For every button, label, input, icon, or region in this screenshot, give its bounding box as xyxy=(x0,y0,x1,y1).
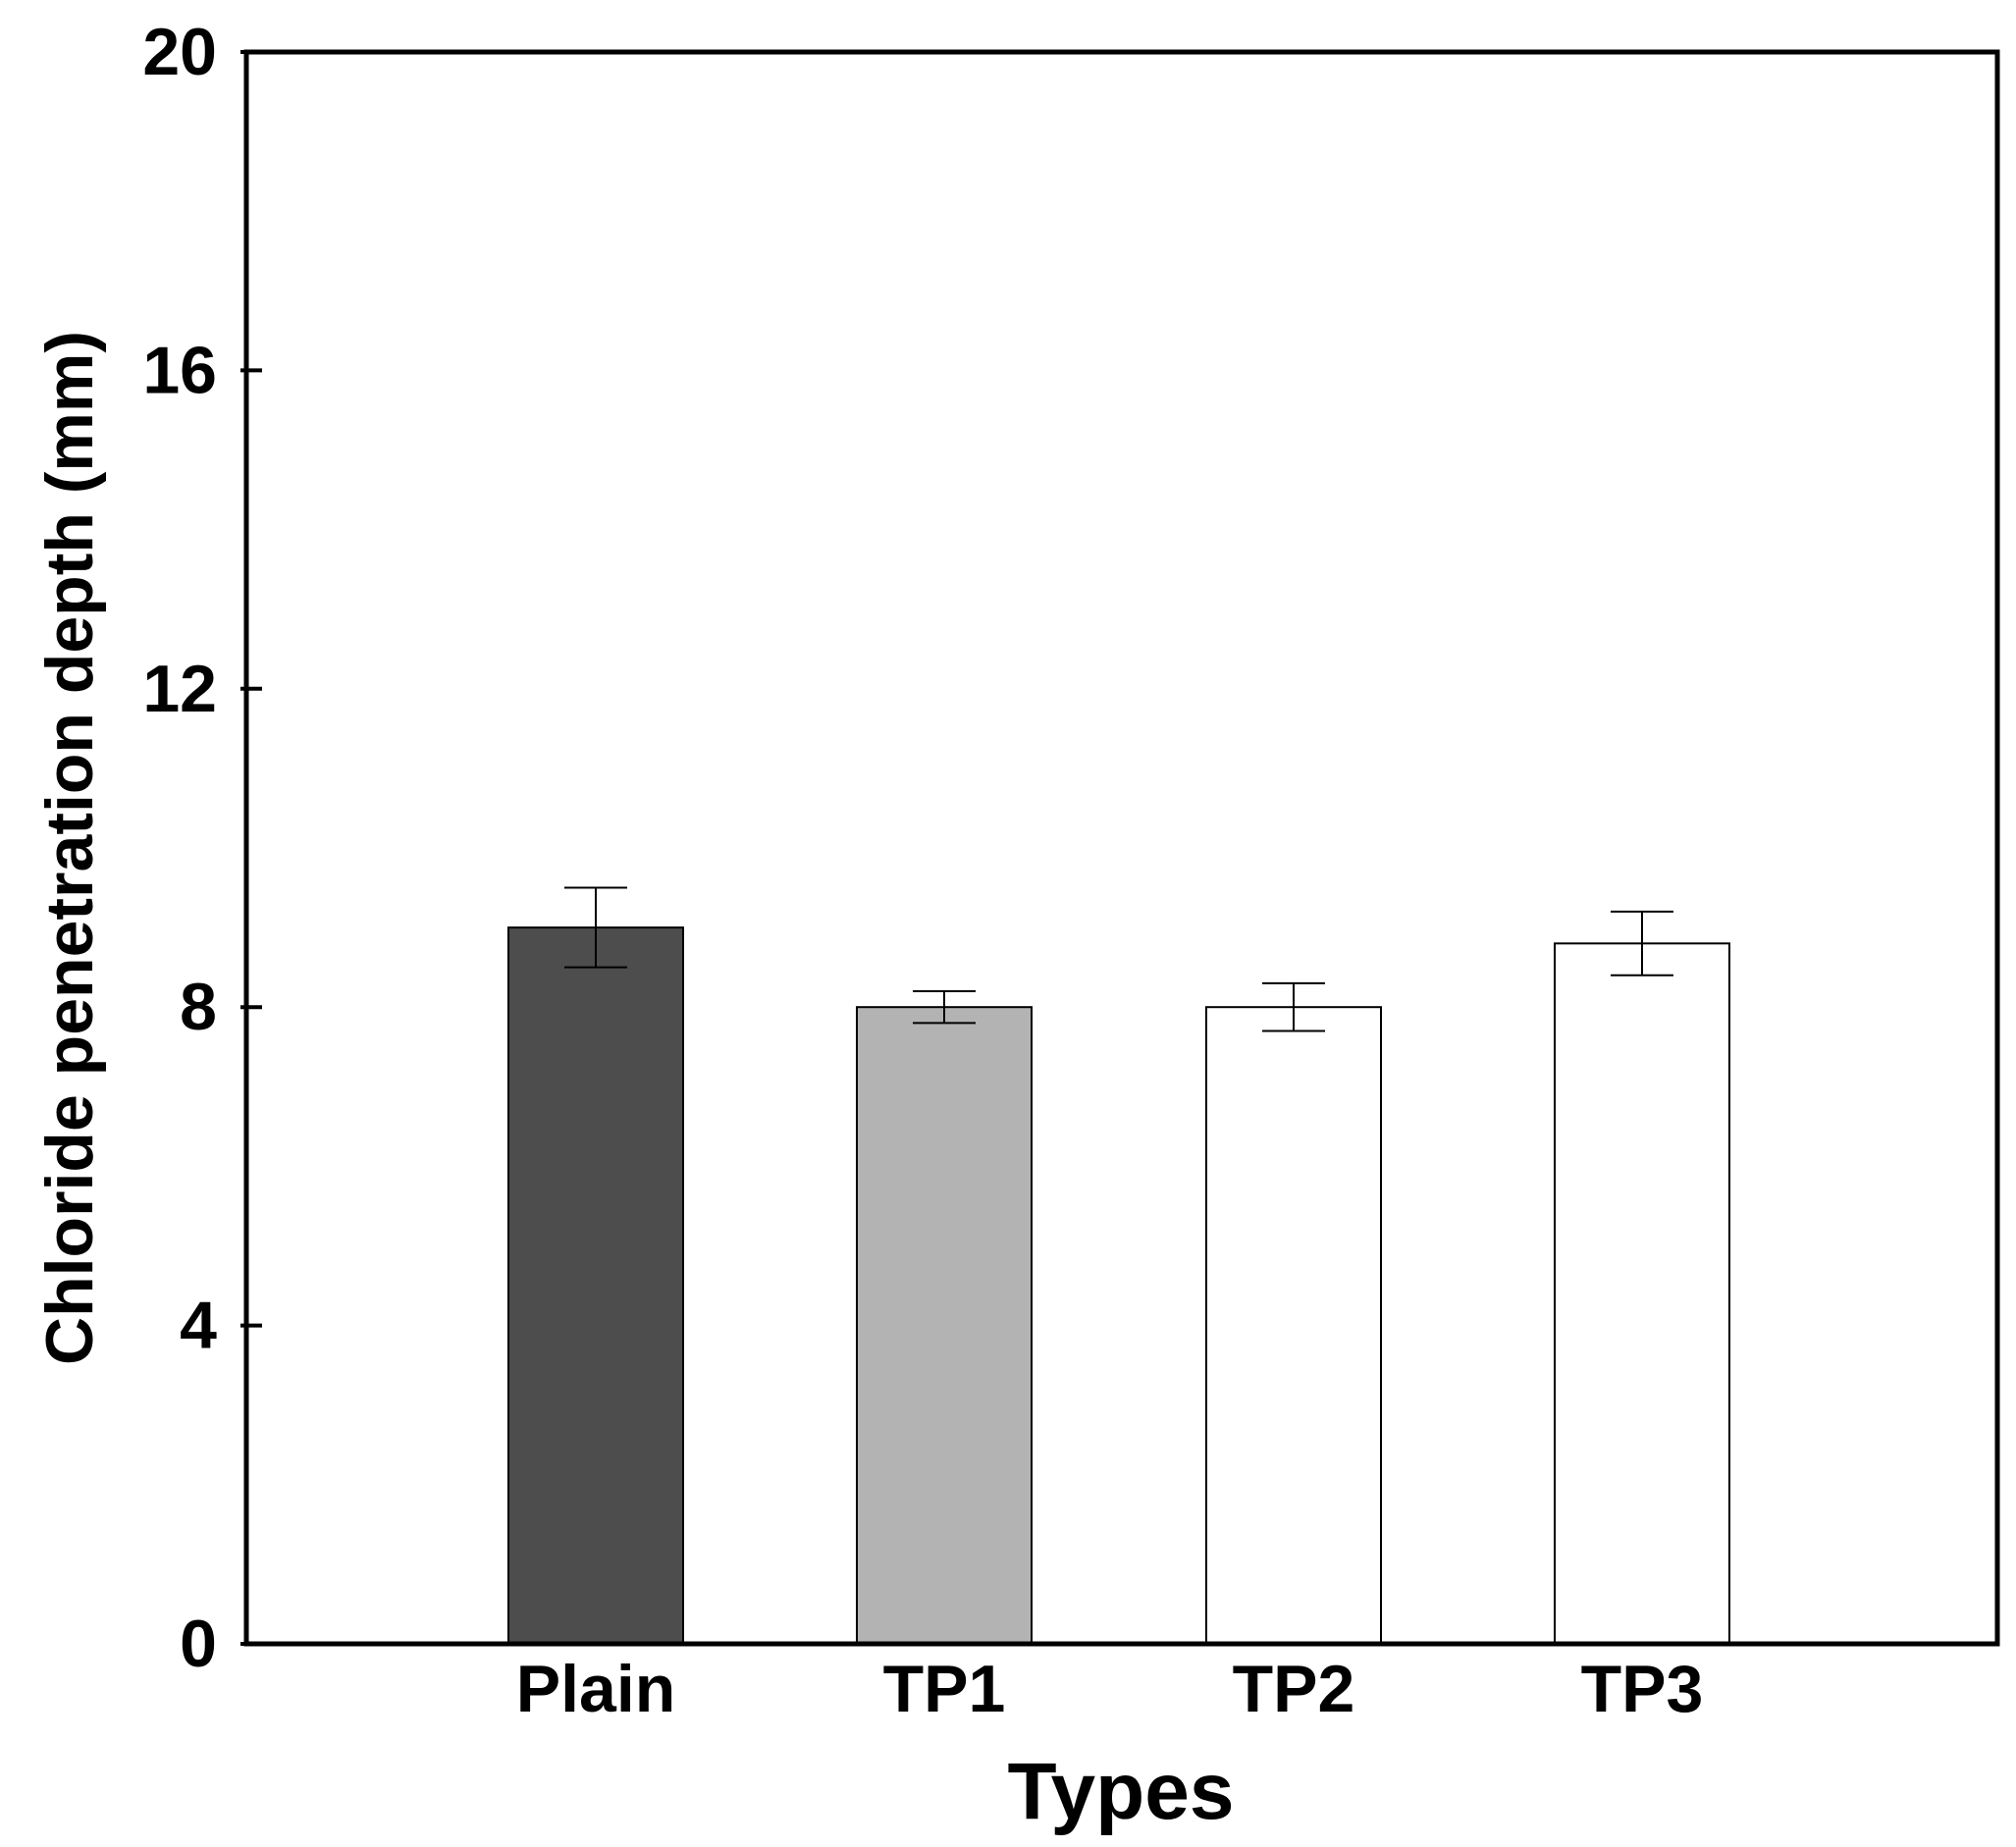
error-bar-tp2 xyxy=(1262,981,1325,1032)
bar-tp3 xyxy=(1554,942,1730,1645)
error-bars-layer xyxy=(564,886,1673,1032)
x-tick-label-plain: Plain xyxy=(516,1652,676,1726)
bar-tp1 xyxy=(856,1006,1033,1645)
y-tick-label: 12 xyxy=(142,652,217,726)
x-tick-labels-layer: Plain TP1 TP2 TP3 xyxy=(516,1652,1704,1726)
bar-plain xyxy=(507,926,684,1645)
y-ticks-layer: 0 4 8 12 16 20 xyxy=(142,15,262,1681)
y-tick-label: 20 xyxy=(142,15,217,89)
bars-layer xyxy=(507,926,1730,1645)
x-tick-label-tp2: TP2 xyxy=(1233,1652,1355,1726)
y-tick-label: 16 xyxy=(142,333,217,407)
y-axis-title: Chloride penetration depth (mm) xyxy=(32,331,107,1365)
plot-frame xyxy=(243,49,2000,1647)
x-tick-label-tp3: TP3 xyxy=(1581,1652,1704,1726)
y-tick-label: 0 xyxy=(180,1607,217,1681)
y-tick-label: 4 xyxy=(180,1289,217,1363)
y-tick-label: 8 xyxy=(180,970,217,1044)
bar-tp2 xyxy=(1205,1006,1382,1645)
x-tick-label-tp1: TP1 xyxy=(883,1652,1006,1726)
error-bar-tp1 xyxy=(913,989,976,1025)
error-bar-tp3 xyxy=(1611,910,1673,976)
error-bar-plain xyxy=(564,886,627,969)
x-axis-title: Types xyxy=(1008,1747,1235,1836)
